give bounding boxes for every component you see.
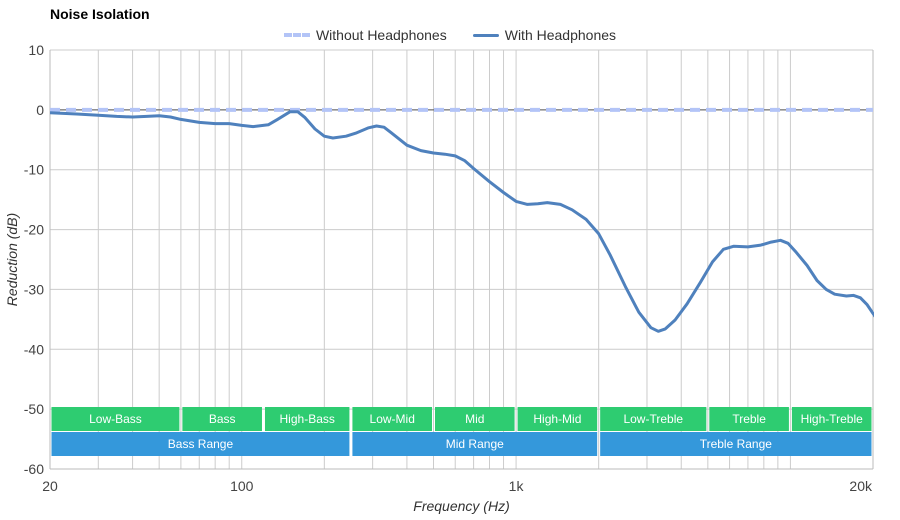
- subrange-band: [791, 407, 872, 431]
- subrange-band-label: Mid: [465, 412, 484, 426]
- x-tick-label: 1k: [509, 478, 525, 494]
- range-band-label: Mid Range: [446, 437, 504, 451]
- legend: Without Headphones With Headphones: [0, 27, 900, 43]
- subrange-band: [352, 407, 433, 431]
- subrange-band-label: Low-Mid: [370, 412, 415, 426]
- y-tick-label: -50: [24, 401, 44, 417]
- subrange-band-label: Low-Bass: [89, 412, 142, 426]
- y-tick-label: -30: [24, 281, 44, 297]
- subrange-band: [517, 407, 598, 431]
- legend-label-with: With Headphones: [504, 27, 617, 43]
- series-with-headphones-line: [50, 110, 874, 333]
- chart-title: Noise Isolation: [50, 6, 150, 22]
- series-lines: [50, 110, 874, 333]
- range-band-label: Bass Range: [168, 437, 234, 451]
- legend-item-with-headphones[interactable]: With Headphones: [472, 27, 617, 43]
- y-axis-title: Reduction (dB): [4, 213, 20, 306]
- y-tick-label: 10: [28, 42, 44, 58]
- y-tick-label: -20: [24, 222, 44, 238]
- subrange-band-label: Low-Treble: [623, 412, 683, 426]
- y-tick-label: -10: [24, 162, 44, 178]
- range-band: [352, 432, 598, 456]
- subrange-band: [435, 407, 515, 431]
- y-tick-label: 0: [36, 102, 44, 118]
- subrange-band: [182, 407, 262, 431]
- subrange-band-label: High-Bass: [280, 412, 335, 426]
- subrange-band-label: High-Treble: [801, 412, 864, 426]
- subrange-band: [51, 407, 180, 431]
- range-band: [600, 432, 872, 456]
- subrange-band-label: Treble: [732, 412, 766, 426]
- x-tick-label: 20k: [849, 478, 873, 494]
- y-tick-label: -40: [24, 341, 44, 357]
- subrange-band-label: High-Mid: [533, 412, 581, 426]
- legend-item-without-headphones[interactable]: Without Headphones: [283, 27, 447, 43]
- grid-lines: [49, 49, 874, 470]
- legend-swatch-solid: [472, 33, 499, 37]
- x-tick-label: 100: [230, 478, 254, 494]
- y-tick-label: -60: [24, 461, 44, 477]
- range-band-label: Treble Range: [700, 437, 773, 451]
- x-tick-label: 20: [42, 478, 58, 494]
- subrange-band: [264, 407, 350, 431]
- subrange-band: [709, 407, 789, 431]
- x-axis-title: Frequency (Hz): [413, 498, 509, 514]
- range-band: [51, 432, 350, 456]
- frequency-bands: Low-Bass Bass High-Bass Low-Mid Mid High-Mid L…: [51, 407, 872, 456]
- subrange-band: [600, 407, 707, 431]
- legend-label-without: Without Headphones: [315, 27, 447, 43]
- legend-swatch-dashed: [283, 33, 310, 37]
- subrange-band-label: Bass: [209, 412, 236, 426]
